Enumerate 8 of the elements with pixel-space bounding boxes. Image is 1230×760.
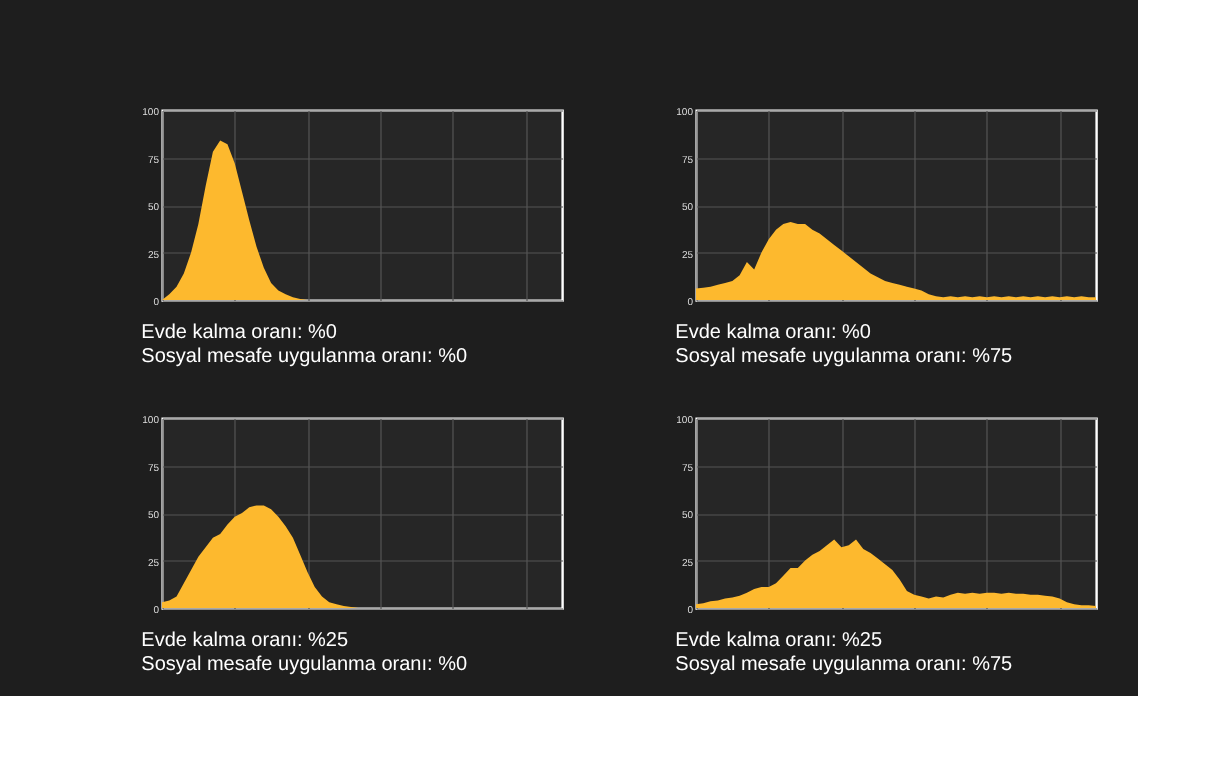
text: Sosyal mesafe uygulanma oranı: %0 — [141, 654, 468, 676]
text: Sosyal mesafe uygulanma oranı: %75 — [675, 654, 1014, 676]
text: Sosyal mesafe uygulanma oranı: %0 — [141, 346, 468, 368]
text: Evde kalma oranı: %25 — [141, 630, 349, 652]
text: Evde kalma oranı: %25 — [675, 630, 883, 652]
text: Sosyal mesafe uygulanma oranı: %75 — [675, 346, 1014, 368]
text: Evde kalma oranı: %0 — [141, 322, 338, 344]
text: Evde kalma oranı: %0 — [675, 322, 872, 344]
